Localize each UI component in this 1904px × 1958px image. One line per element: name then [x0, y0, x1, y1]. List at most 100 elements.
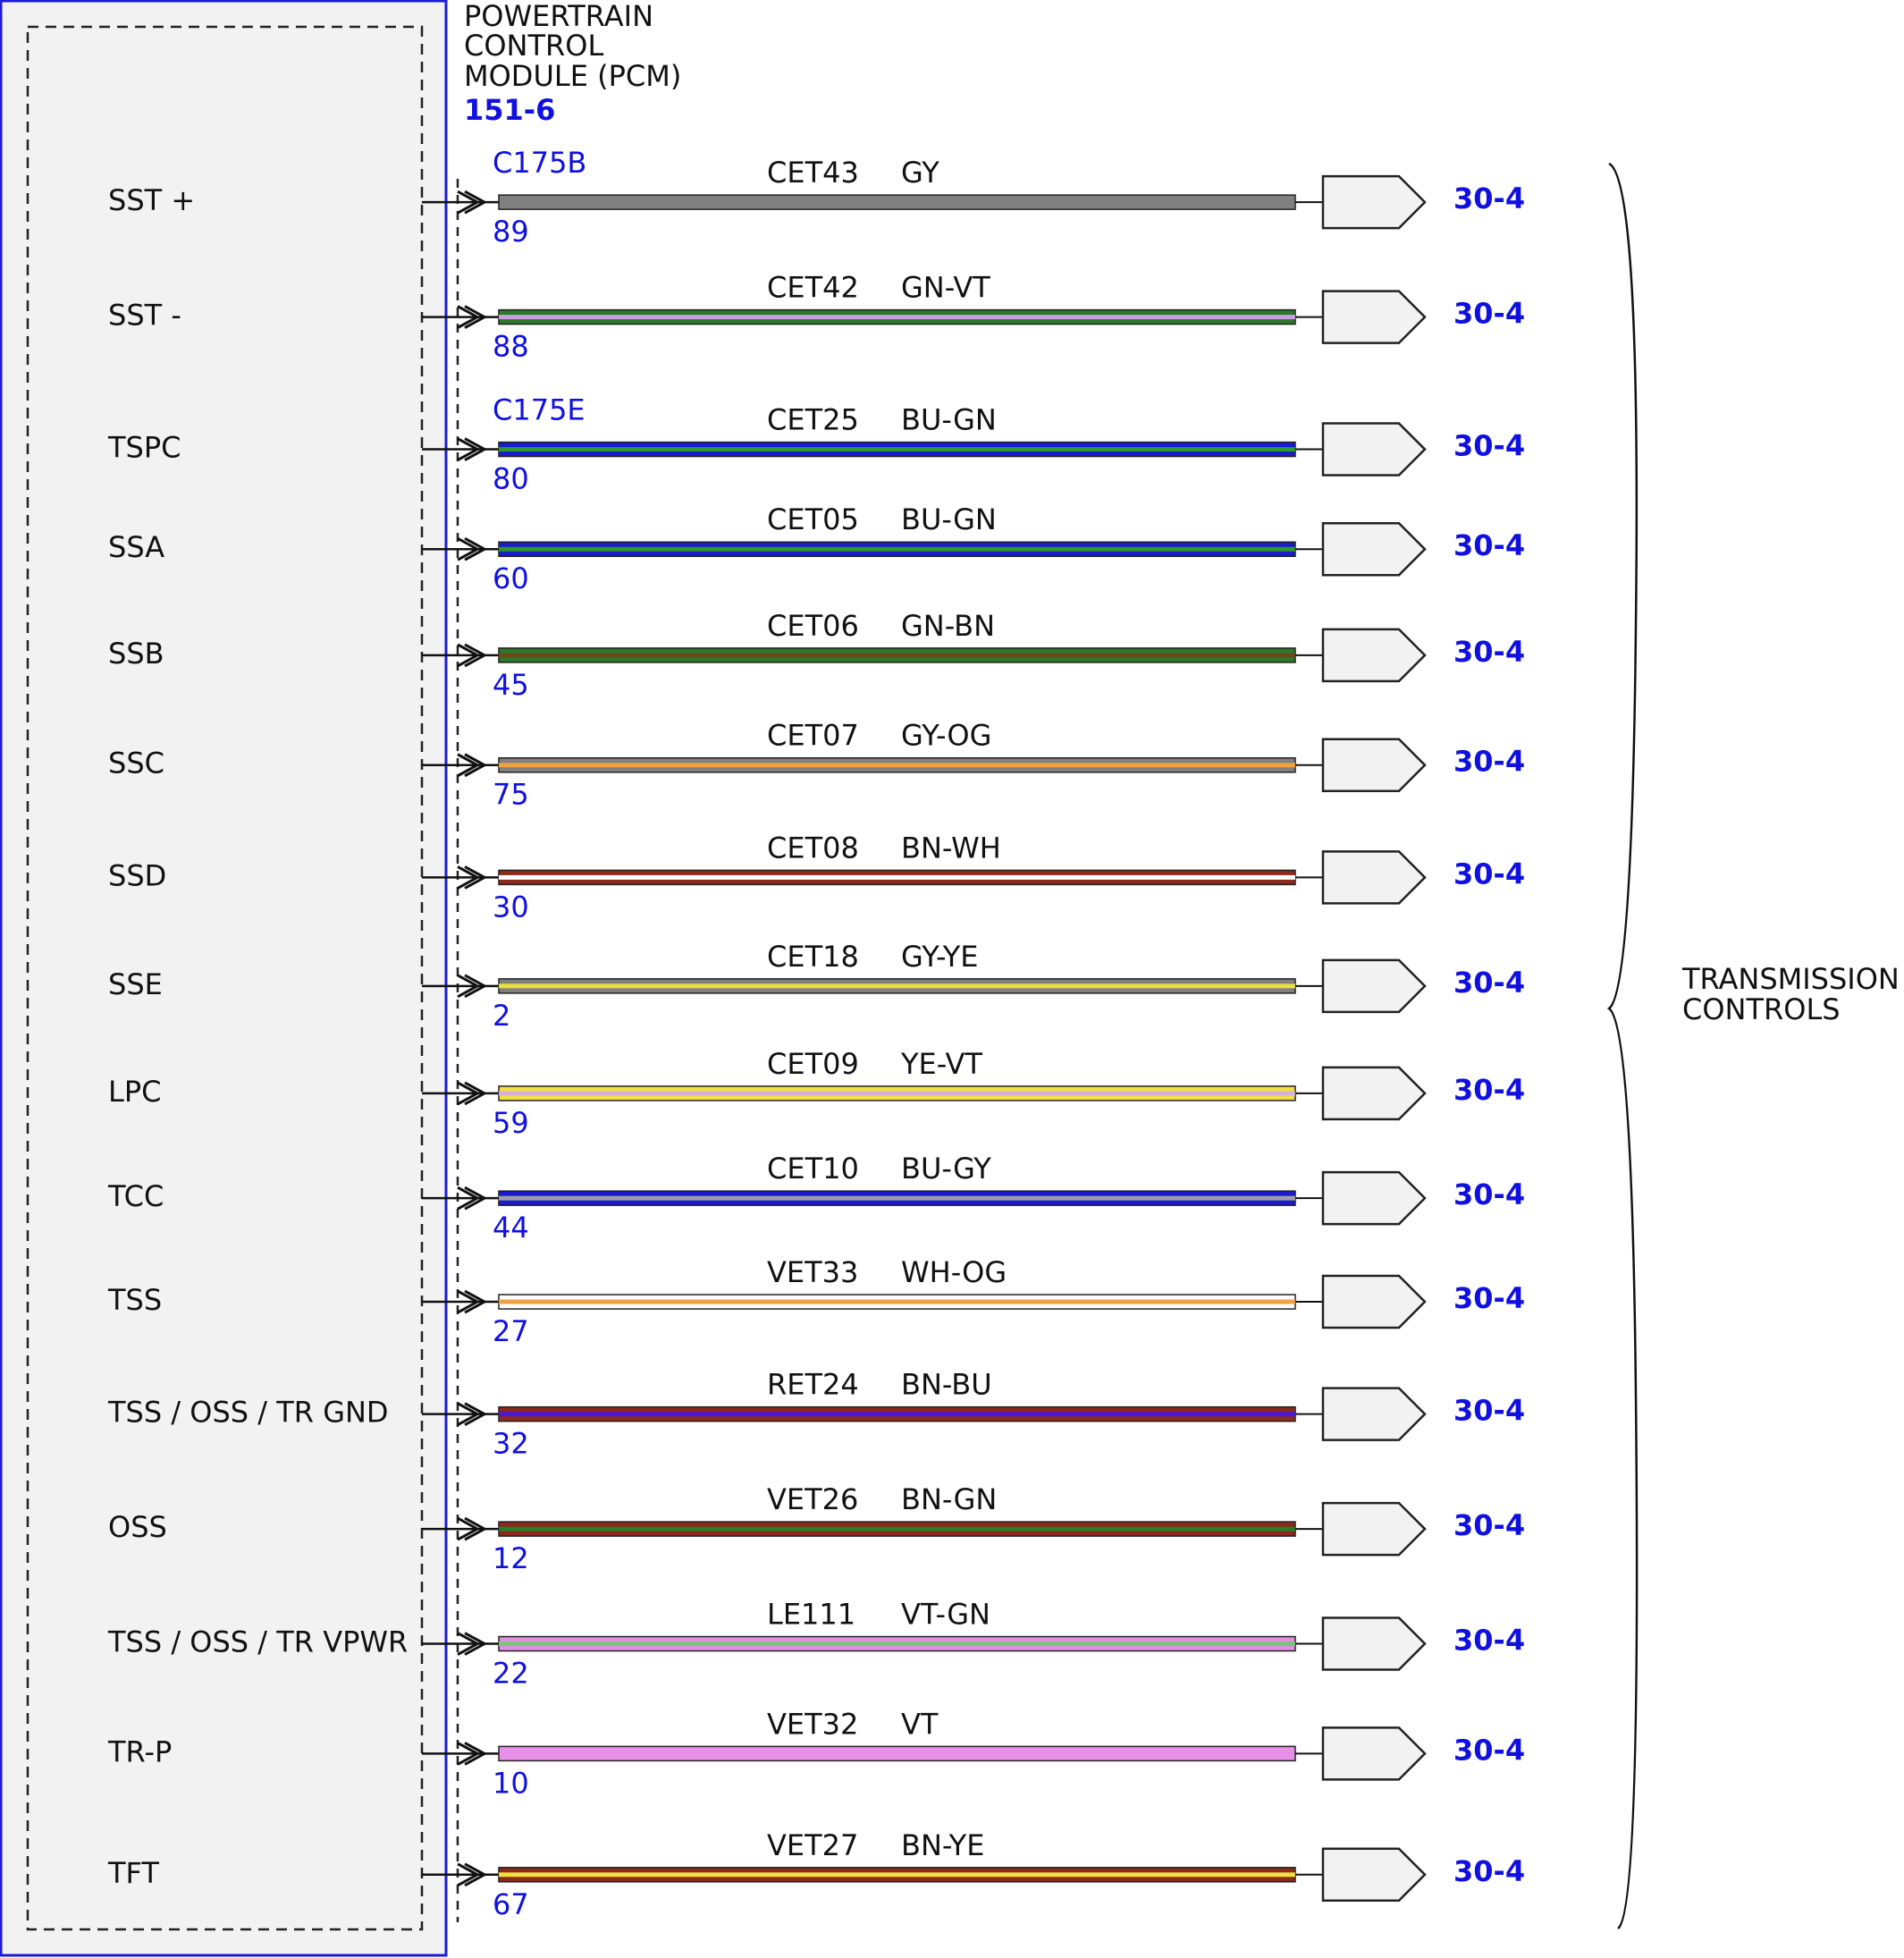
module-internal [26, 25, 424, 1931]
wire-stripe [499, 315, 1295, 320]
color-code: GY-OG [901, 719, 991, 753]
circuit-label: CET43 [767, 156, 859, 190]
module-box [0, 0, 448, 1957]
signal-label: SST + [108, 183, 195, 217]
signal-label: TSS / OSS / TR GND [107, 1396, 389, 1430]
color-code: VT [901, 1707, 939, 1741]
connector-id: C175B [493, 146, 586, 180]
color-code: BU-GY [901, 1152, 991, 1186]
module-title: CONTROL [464, 29, 603, 63]
pin-arrow [457, 305, 488, 329]
wire-stripe [499, 1195, 1295, 1201]
signal-label: TSPC [107, 431, 181, 465]
destination-connector [1321, 850, 1427, 905]
color-code: YE-VT [900, 1047, 982, 1081]
destination-page: 30-4 [1453, 857, 1525, 890]
destination-connector [1321, 174, 1427, 230]
wire-stripe [499, 1642, 1295, 1647]
destination-connector [1321, 1170, 1427, 1226]
circuit-label: RET24 [767, 1368, 859, 1402]
pin-number: 67 [493, 1887, 529, 1921]
circuit-label: VET26 [767, 1482, 858, 1516]
wire-stripe [499, 546, 1295, 552]
pin-arrow [457, 865, 488, 890]
circuit-label: CET42 [767, 271, 859, 305]
destination-connector [1321, 1616, 1427, 1671]
signal-label: OSS [108, 1510, 167, 1544]
destination-page: 30-4 [1453, 635, 1525, 669]
wire-stripe [499, 1299, 1295, 1304]
destination-page: 30-4 [1453, 745, 1525, 779]
wire-stripe [499, 763, 1295, 768]
wire-stripe [499, 983, 1295, 989]
pin-arrow [457, 1742, 488, 1766]
pin-arrow [457, 437, 488, 461]
destination-page: 30-4 [1453, 1854, 1525, 1888]
pin-number: 32 [493, 1427, 529, 1461]
color-code: BN-BU [901, 1368, 992, 1402]
brace [1606, 162, 1639, 1930]
destination-connector [1321, 1726, 1427, 1781]
pin-number: 75 [493, 778, 529, 812]
signal-label: TCC [107, 1179, 164, 1213]
signal-label: TSS [107, 1283, 162, 1317]
wire [498, 194, 1296, 210]
circuit-label: CET09 [767, 1047, 859, 1081]
destination-connector [1321, 1501, 1427, 1557]
destination-connector [1321, 958, 1427, 1014]
color-code: GN-BN [901, 609, 995, 643]
bracket-label: CONTROLS [1682, 992, 1841, 1026]
color-code: VT-GN [901, 1598, 990, 1632]
circuit-label: CET25 [767, 403, 859, 437]
wire-stripe [499, 447, 1295, 452]
color-code: BU-GN [901, 502, 997, 536]
pin-arrow [457, 974, 488, 999]
pin-number: 88 [493, 330, 529, 364]
bracket-label: TRANSMISSION [1681, 962, 1900, 996]
pin-number: 60 [493, 561, 529, 595]
pin-number: 30 [493, 890, 529, 924]
circuit-label: VET27 [767, 1828, 858, 1862]
signal-label: SSA [108, 530, 164, 564]
destination-page: 30-4 [1453, 1394, 1525, 1428]
wire [498, 1745, 1296, 1762]
destination-connector [1321, 521, 1427, 577]
circuit-label: CET07 [767, 719, 859, 753]
pin-arrow [457, 1402, 488, 1426]
destination-page: 30-4 [1453, 528, 1525, 562]
destination-connector [1321, 628, 1427, 683]
module-title: POWERTRAIN [464, 0, 653, 33]
module-page: 151-6 [464, 93, 555, 127]
pin-number: 10 [493, 1766, 529, 1800]
signal-label: SSE [108, 967, 163, 1001]
circuit-label: VET32 [767, 1707, 858, 1741]
destination-connector [1321, 1066, 1427, 1121]
destination-page: 30-4 [1453, 966, 1525, 1000]
connector-id: C175E [493, 393, 586, 427]
color-code: GY-YE [901, 940, 978, 974]
pin-arrow [457, 1186, 488, 1211]
destination-connector [1321, 1387, 1427, 1441]
wire-stripe [499, 653, 1295, 658]
wire-stripe [499, 1091, 1295, 1096]
destination-connector [1321, 290, 1427, 344]
pin-number: 80 [493, 462, 529, 496]
signal-label: SSC [108, 747, 164, 781]
destination-page: 30-4 [1453, 297, 1525, 331]
pin-arrow [457, 190, 488, 215]
color-code: GY [901, 156, 939, 190]
circuit-label: LE111 [767, 1598, 855, 1632]
pin-number: 12 [493, 1541, 529, 1575]
color-code: BN-GN [901, 1482, 997, 1516]
circuit-label: CET10 [767, 1152, 859, 1186]
pin-arrow [457, 536, 488, 561]
wire-stripe [499, 874, 1295, 880]
destination-page: 30-4 [1453, 1177, 1525, 1211]
pin-arrow [457, 1289, 488, 1314]
color-code: BU-GN [901, 403, 997, 437]
wire-stripe [499, 1872, 1295, 1878]
color-code: BN-YE [901, 1828, 984, 1862]
pin-number: 59 [493, 1106, 529, 1140]
pin-arrow [457, 753, 488, 778]
